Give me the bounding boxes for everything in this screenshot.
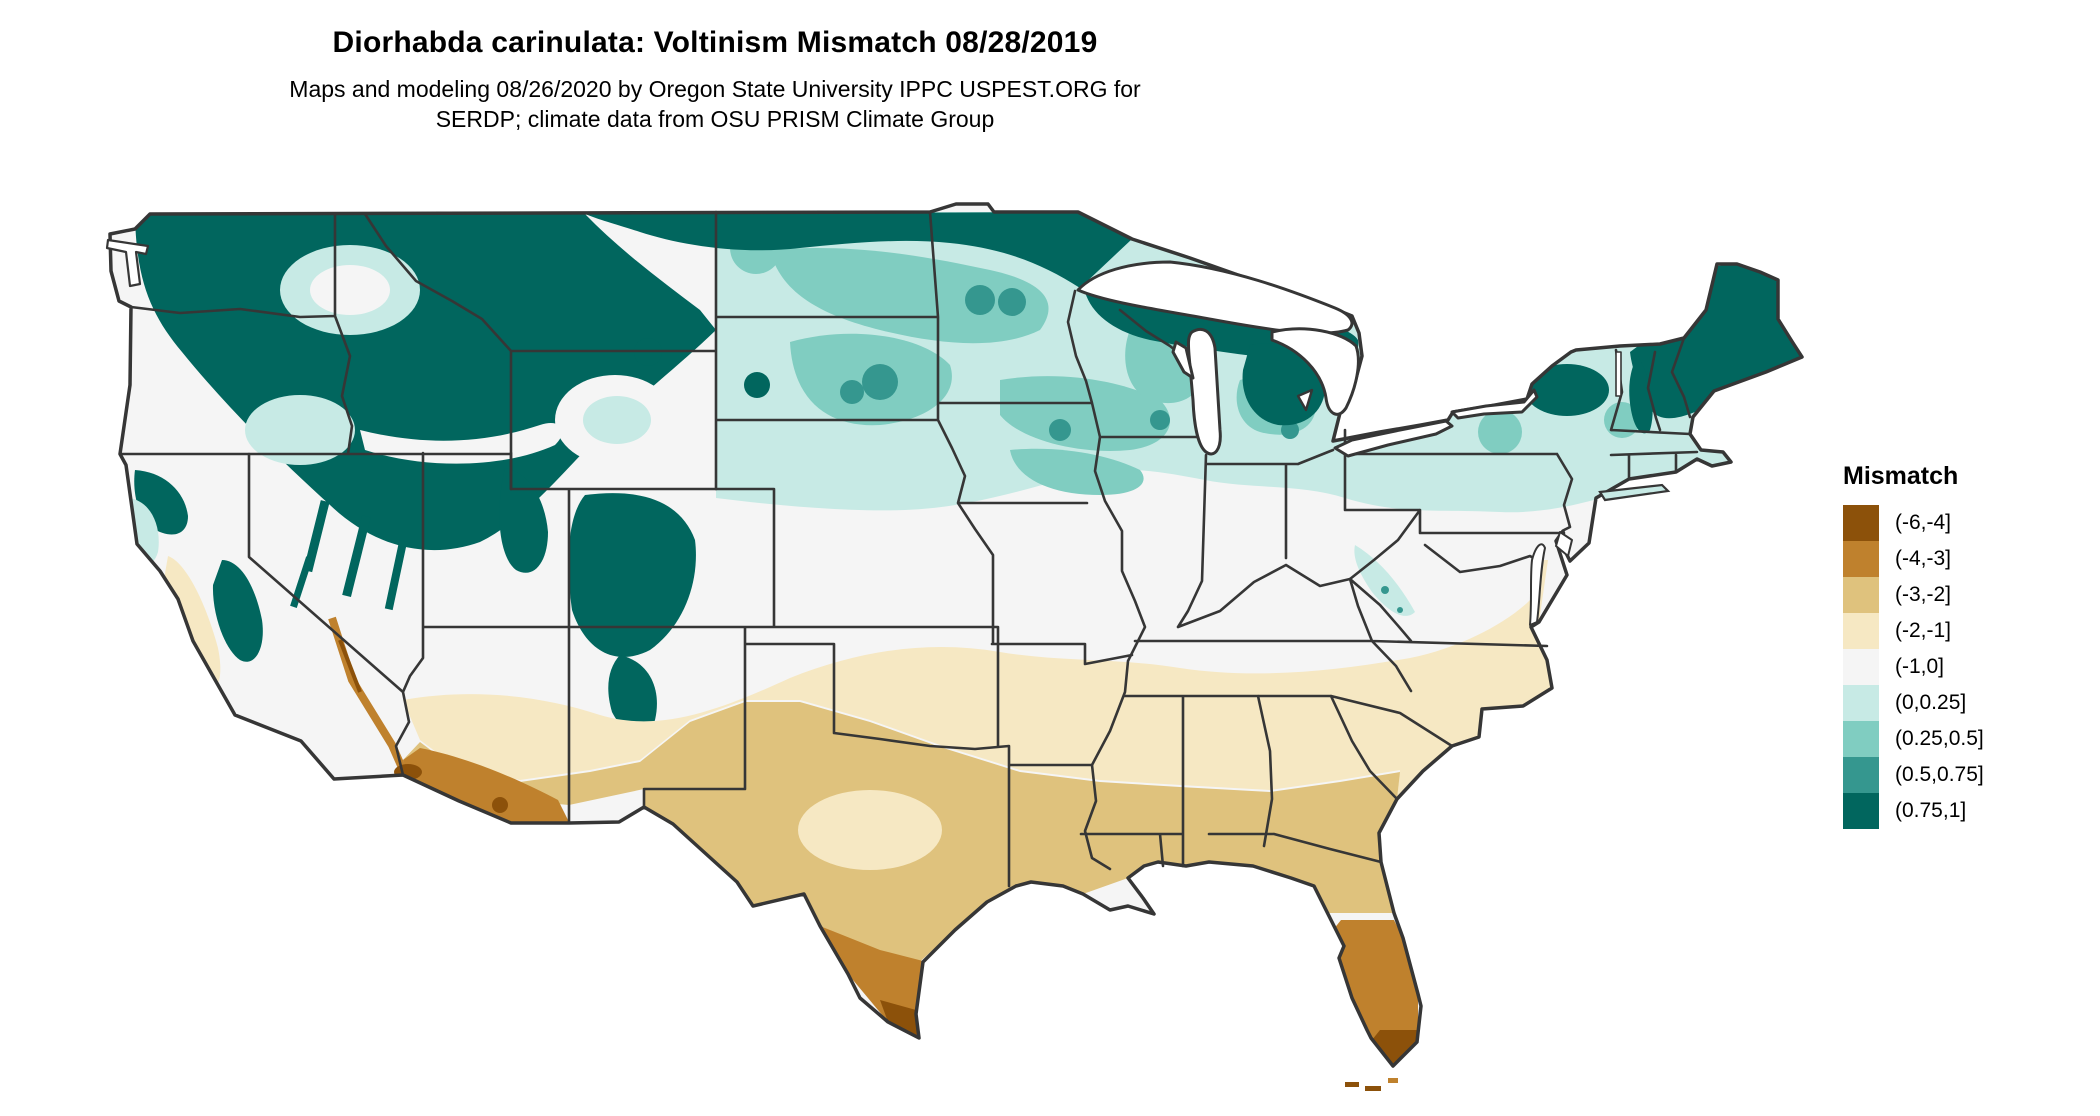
saginaw-bay	[1296, 388, 1314, 412]
legend-item-label: (-3,-2]	[1895, 583, 1952, 606]
legend-swatch	[1843, 649, 1879, 685]
legend-item: (-3,-2]	[1843, 577, 1984, 613]
puget-sound	[105, 238, 150, 288]
legend-swatch	[1843, 685, 1879, 721]
legend-item-label: (-6,-4]	[1895, 511, 1952, 534]
legend-item-label: (0.5,0.75]	[1895, 763, 1984, 786]
conus-outline	[108, 202, 1804, 1068]
legend-item-label: (-2,-1]	[1895, 619, 1952, 642]
legend-item: (-6,-4]	[1843, 505, 1984, 541]
map-header: Diorhabda carinulata: Voltinism Mismatch…	[0, 0, 1430, 134]
florida-keys	[1345, 1078, 1398, 1091]
legend-item-label: (0.75,1]	[1895, 799, 1967, 822]
legend-title: Mismatch	[1843, 462, 1959, 490]
lake-superior	[1076, 260, 1354, 335]
map-legend: Mismatch (-6,-4] (-4,-3] (-3,-2] (-2,-1]…	[1843, 462, 1984, 829]
legend-item-label: (-4,-3]	[1895, 547, 1952, 570]
legend-rows: (-6,-4] (-4,-3] (-3,-2] (-2,-1] (-1,0] (…	[1843, 505, 1984, 829]
lake-huron	[1270, 327, 1360, 416]
page-title: Diorhabda carinulata: Voltinism Mismatch…	[332, 26, 1098, 59]
legend-item: (0.75,1]	[1843, 793, 1984, 829]
page-subtitle: Maps and modeling 08/26/2020 by Oregon S…	[0, 74, 1430, 134]
lake-erie	[1333, 419, 1454, 458]
lake-michigan	[1186, 327, 1222, 456]
legend-item: (0,0.25]	[1843, 685, 1984, 721]
legend-swatch	[1843, 577, 1879, 613]
legend-swatch	[1843, 757, 1879, 793]
state-borders	[118, 210, 1699, 888]
legend-item-label: (-1,0]	[1895, 655, 1945, 678]
great-lakes	[105, 238, 1622, 626]
legend-item: (0.5,0.75]	[1843, 757, 1984, 793]
subtitle-line-2: SERDP; climate data from OSU PRISM Clima…	[435, 106, 995, 132]
lake-ontario	[1450, 388, 1539, 420]
legend-swatch	[1843, 541, 1879, 577]
legend-item-label: (0.25,0.5]	[1895, 727, 1984, 750]
subtitle-line-1: Maps and modeling 08/26/2020 by Oregon S…	[289, 76, 1141, 102]
legend-item: (-2,-1]	[1843, 613, 1984, 649]
legend-swatch	[1843, 613, 1879, 649]
long-island	[1598, 483, 1671, 502]
lake-champlain	[1615, 351, 1622, 397]
legend-item: (0.25,0.5]	[1843, 721, 1984, 757]
mismatch-raster-layers	[110, 204, 1802, 1066]
legend-item: (-4,-3]	[1843, 541, 1984, 577]
chesapeake-bay	[1529, 543, 1546, 626]
green-bay	[1171, 340, 1195, 380]
legend-item: (-1,0]	[1843, 649, 1984, 685]
legend-swatch	[1843, 721, 1879, 757]
legend-item-label: (0,0.25]	[1895, 691, 1967, 714]
legend-swatch	[1843, 505, 1879, 541]
legend-swatch	[1843, 793, 1879, 829]
delaware-bay	[1555, 531, 1573, 557]
